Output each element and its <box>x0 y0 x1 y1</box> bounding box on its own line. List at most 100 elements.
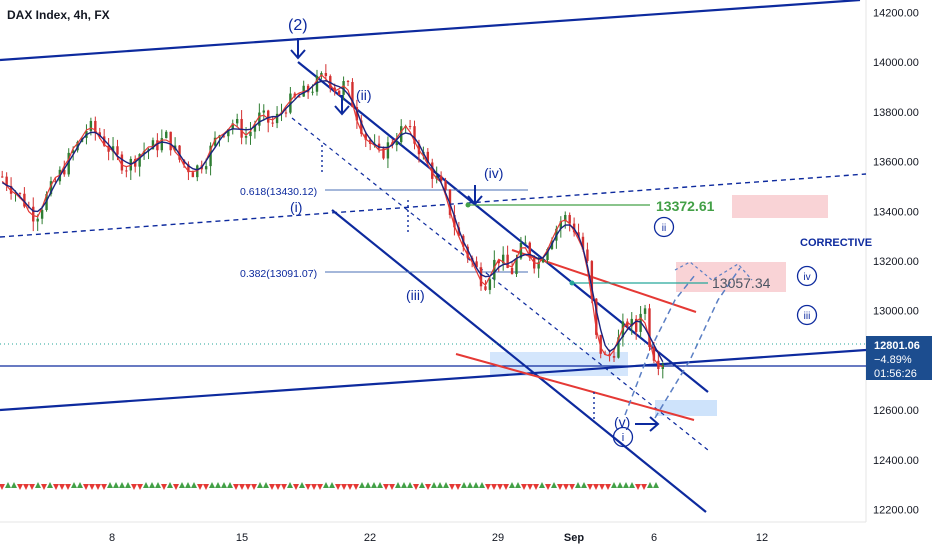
sell-signal-marker <box>89 484 95 490</box>
sell-signal-marker <box>455 484 461 490</box>
buy-signal-marker <box>617 482 623 488</box>
y-tick-label: 12400.00 <box>873 455 919 467</box>
buy-signal-marker <box>299 482 305 488</box>
candle <box>524 235 527 244</box>
arrow-wave-v <box>635 416 660 432</box>
sell-signal-marker <box>305 484 311 490</box>
sell-signal-marker <box>335 484 341 490</box>
sell-signal-marker <box>347 484 353 490</box>
buy-signal-marker <box>119 482 125 488</box>
buy-signal-marker <box>227 482 233 488</box>
fib-label-618: 0.618(13430.12) <box>240 186 317 198</box>
candle <box>475 256 478 269</box>
sell-signal-marker <box>503 484 509 490</box>
candle <box>231 119 234 135</box>
wave-label-2: (2) <box>288 17 308 34</box>
candle <box>262 104 265 121</box>
price-change: −4.89% <box>874 354 912 366</box>
sell-signal-marker <box>131 484 137 490</box>
sell-signal-marker <box>41 484 47 490</box>
buy-signal-marker <box>437 482 443 488</box>
sell-signal-marker <box>563 484 569 490</box>
candle <box>9 177 13 200</box>
sell-signal-marker <box>293 484 299 490</box>
buy-signal-marker <box>419 482 425 488</box>
svg-text:iii: iii <box>804 311 811 322</box>
wave-label-iii: (iii) <box>406 287 425 303</box>
sell-signal-marker <box>527 484 533 490</box>
sell-signal-marker <box>311 484 317 490</box>
candle <box>120 151 124 175</box>
candle <box>111 137 115 161</box>
wave-label-v: (v) <box>614 414 630 430</box>
circle-label-i: i <box>612 426 634 448</box>
candle <box>284 108 288 118</box>
buy-signal-marker <box>221 482 227 488</box>
candle <box>501 246 505 271</box>
sell-signal-marker <box>161 484 167 490</box>
buy-signal-marker <box>431 482 437 488</box>
buy-signal-marker <box>365 482 371 488</box>
channel-lower <box>331 209 707 513</box>
buy-signal-marker <box>11 482 17 488</box>
candle <box>634 315 638 340</box>
buy-signal-marker <box>113 482 119 488</box>
sell-signal-marker <box>233 484 239 490</box>
sell-signal-marker <box>203 484 209 490</box>
buy-signal-marker <box>329 482 335 488</box>
candle <box>479 262 483 291</box>
candle <box>528 241 531 261</box>
buy-signal-marker <box>359 482 365 488</box>
sell-signal-marker <box>353 484 359 490</box>
target-point-2 <box>569 280 575 286</box>
candle <box>453 205 456 236</box>
candle <box>643 304 647 321</box>
target-point-1 <box>465 202 471 208</box>
buy-signal-marker <box>443 482 449 488</box>
sell-signal-marker <box>251 484 257 490</box>
wedge-lower <box>455 353 695 421</box>
sell-signal-marker <box>641 484 647 490</box>
projection-path-1 <box>624 274 696 416</box>
y-tick-label: 14000.00 <box>873 57 919 69</box>
arrow-wave-iv <box>467 185 483 206</box>
buy-signal-marker <box>629 482 635 488</box>
buy-signal-marker <box>179 482 185 488</box>
sell-signal-marker <box>317 484 323 490</box>
buy-signal-marker <box>209 482 215 488</box>
support-zone-2 <box>655 400 717 416</box>
y-tick-label: 12600.00 <box>873 405 919 417</box>
fib-label-382: 0.382(13091.07) <box>240 268 317 280</box>
last-price-value: 12801.06 <box>874 340 920 352</box>
sell-signal-marker <box>605 484 611 490</box>
buy-signal-marker <box>515 482 521 488</box>
candle <box>630 312 633 335</box>
candle <box>107 138 110 161</box>
candle <box>209 142 212 176</box>
channel-upper <box>297 61 709 393</box>
candle <box>497 259 500 272</box>
circle-label-iv: iv <box>796 265 818 287</box>
candle <box>586 242 589 264</box>
candle <box>5 172 8 191</box>
buy-signal-marker <box>653 482 659 488</box>
candle <box>1 170 4 178</box>
arrow-wave-2 <box>290 38 306 60</box>
moving-average-blue <box>1 80 664 363</box>
sell-signal-marker <box>569 484 575 490</box>
wave-label-i: (i) <box>290 199 302 215</box>
x-tick-label: 15 <box>236 532 248 544</box>
target-label-2: 13057.34 <box>712 275 771 291</box>
candle <box>439 171 443 183</box>
buy-signal-marker <box>191 482 197 488</box>
sell-signal-marker <box>521 484 527 490</box>
candle <box>240 110 243 145</box>
candle <box>125 166 128 178</box>
target-label-1: 13372.61 <box>656 198 715 214</box>
candle <box>617 329 620 359</box>
candle <box>493 250 496 288</box>
candle <box>395 133 398 152</box>
